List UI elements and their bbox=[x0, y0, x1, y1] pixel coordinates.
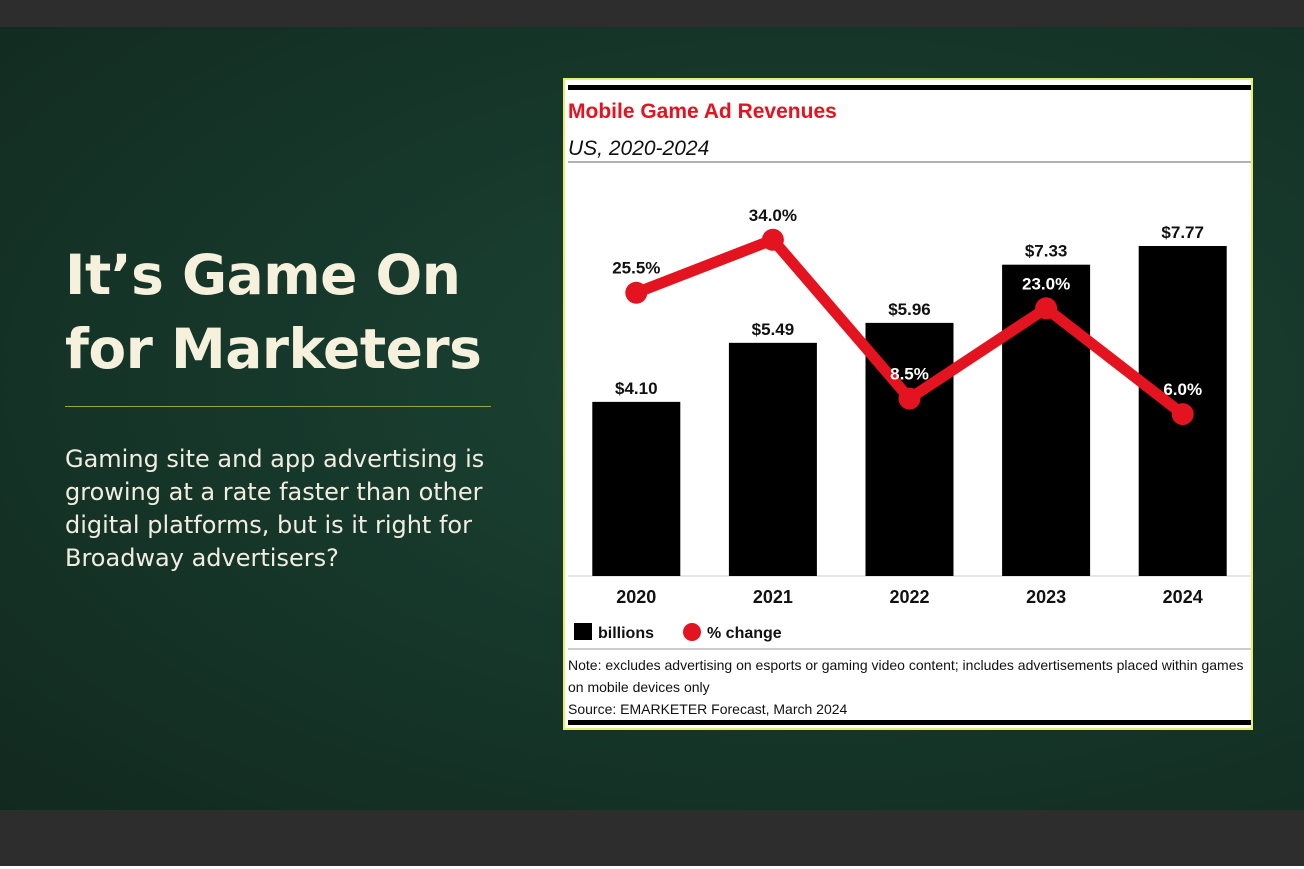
bar-value-label-2024: $7.77 bbox=[1161, 223, 1204, 242]
bar-value-label-2021: $5.49 bbox=[752, 320, 795, 339]
body-text: Gaming site and app advertising is growi… bbox=[65, 445, 485, 572]
headline: It’s Game On for Marketers bbox=[65, 238, 482, 386]
pct-change-point-2022 bbox=[898, 387, 921, 410]
headline-divider bbox=[65, 406, 491, 407]
chart-title: Mobile Game Ad Revenues bbox=[568, 100, 837, 123]
chart: Mobile Game Ad Revenues US, 2020-2024 $4… bbox=[568, 85, 1251, 725]
x-tick-label-2024: 2024 bbox=[1163, 587, 1203, 607]
pct-change-point-2020 bbox=[625, 281, 648, 304]
chart-card: Mobile Game Ad Revenues US, 2020-2024 $4… bbox=[563, 78, 1253, 730]
legend-line-label: % change bbox=[707, 625, 782, 642]
chart-note-container: Note: excludes advertising on esports or… bbox=[568, 657, 1244, 695]
labels-group: $4.10 2020 $5.49 2021 $5.96 2022 $7.33 2023 $7.7… bbox=[612, 206, 1204, 607]
pct-change-label-2023: 23.0% bbox=[1022, 274, 1070, 293]
pct-change-label-2024: 6.0% bbox=[1163, 380, 1202, 399]
pct-change-label-2020: 25.5% bbox=[612, 259, 660, 278]
top-rule bbox=[568, 85, 1251, 90]
legend-bar-label: billions bbox=[598, 625, 654, 642]
bottom-rule bbox=[568, 720, 1251, 725]
chart-source: Source: EMARKETER Forecast, March 2024 bbox=[568, 701, 848, 717]
x-tick-label-2023: 2023 bbox=[1026, 587, 1066, 607]
bar-value-label-2023: $7.33 bbox=[1025, 242, 1068, 261]
pct-change-point-2024 bbox=[1171, 403, 1194, 426]
pct-change-point-2023 bbox=[1035, 297, 1058, 320]
pct-change-point-2021 bbox=[761, 228, 784, 251]
x-tick-label-2020: 2020 bbox=[616, 587, 656, 607]
bars-group bbox=[592, 246, 1227, 576]
chart-subtitle: US, 2020-2024 bbox=[568, 137, 709, 160]
bar-2020 bbox=[592, 401, 681, 576]
top-frame-bar bbox=[0, 0, 1304, 27]
line-series-group bbox=[625, 228, 1194, 426]
bar-2021 bbox=[728, 342, 817, 576]
pct-change-label-2022: 8.5% bbox=[890, 365, 929, 384]
bottom-frame-bar bbox=[0, 810, 1304, 866]
x-tick-label-2022: 2022 bbox=[889, 587, 929, 607]
legend-bar-swatch bbox=[574, 623, 592, 640]
headline-line-1: It’s Game On bbox=[65, 243, 461, 307]
bar-value-label-2022: $5.96 bbox=[888, 300, 931, 319]
chart-note: Note: excludes advertising on esports or… bbox=[568, 657, 1244, 695]
bar-value-label-2020: $4.10 bbox=[615, 379, 658, 398]
headline-line-2: for Marketers bbox=[65, 317, 482, 381]
pct-change-label-2021: 34.0% bbox=[749, 206, 797, 225]
x-tick-label-2021: 2021 bbox=[753, 587, 793, 607]
legend-line-swatch bbox=[683, 623, 701, 641]
